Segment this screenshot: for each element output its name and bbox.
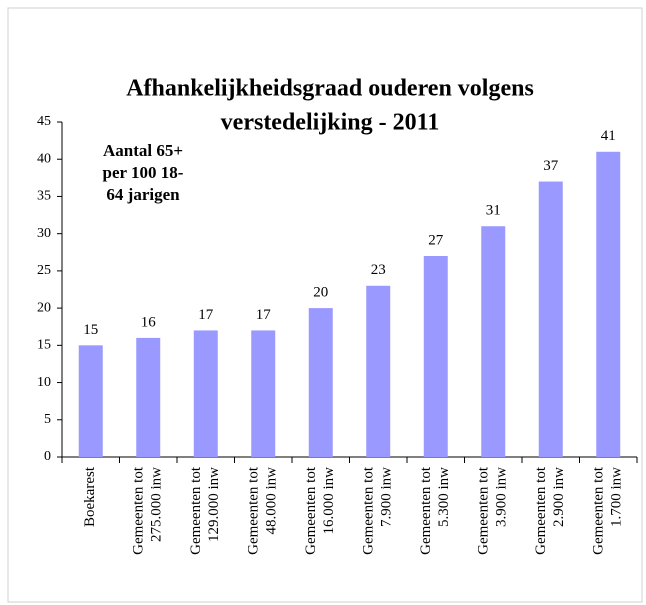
bar <box>251 330 276 457</box>
x-tick-label: Gemeenten tot <box>591 466 607 555</box>
x-tick-label: 3.900 inw <box>494 467 510 527</box>
bar <box>78 345 103 457</box>
x-tick-label: 16.000 inw <box>321 467 337 535</box>
data-label: 16 <box>141 314 157 330</box>
chart-frame <box>7 7 643 603</box>
data-label: 23 <box>371 262 386 278</box>
x-tick-label: Gemeenten tot <box>418 466 434 555</box>
x-tick-label: Gemeenten tot <box>533 466 549 555</box>
annotation: 64 jarigen <box>106 185 180 204</box>
chart-title: verstedelijking - 2011 <box>221 110 440 136</box>
y-tick-label: 20 <box>37 300 51 315</box>
bar <box>136 337 161 457</box>
data-label: 41 <box>601 128 616 144</box>
bar <box>193 330 218 457</box>
x-tick-label: Boekarest <box>82 466 98 527</box>
x-tick-label: 48.000 inw <box>264 467 280 535</box>
annotation: per 100 18- <box>103 163 184 182</box>
y-tick-label: 0 <box>44 449 51 464</box>
data-label: 37 <box>543 158 559 174</box>
bar <box>538 181 563 458</box>
data-label: 17 <box>198 307 214 323</box>
y-tick-label: 35 <box>37 189 51 204</box>
data-label: 27 <box>428 232 444 248</box>
x-tick-label: Gemeenten tot <box>303 466 319 555</box>
data-label: 17 <box>256 307 272 323</box>
x-tick-label: Gemeenten tot <box>131 466 147 555</box>
x-tick-label: 129.000 inw <box>206 467 222 542</box>
bar <box>366 285 391 457</box>
bar <box>596 151 621 457</box>
annotation: Aantal 65+ <box>103 141 183 160</box>
x-tick-label: Gemeenten tot <box>361 466 377 555</box>
x-tick-label: 1.700 inw <box>609 467 625 527</box>
y-tick-label: 15 <box>37 338 51 353</box>
data-label: 20 <box>313 285 328 301</box>
y-tick-label: 25 <box>37 263 51 278</box>
x-tick-label: 7.900 inw <box>379 467 395 527</box>
x-tick-label: 2.900 inw <box>551 467 567 527</box>
y-tick-label: 10 <box>37 375 51 390</box>
bar <box>423 256 448 457</box>
bar <box>481 226 506 457</box>
x-tick-label: Gemeenten tot <box>476 466 492 555</box>
data-label: 15 <box>83 322 98 338</box>
y-tick-label: 40 <box>37 151 51 166</box>
y-tick-label: 45 <box>37 114 51 129</box>
data-label: 31 <box>486 203 501 219</box>
x-tick-label: Gemeenten tot <box>188 466 204 555</box>
y-tick-label: 5 <box>44 412 51 427</box>
bar <box>308 308 333 457</box>
y-tick-label: 30 <box>37 226 51 241</box>
chart-title: Afhankelijkheidsgraad ouderen volgens <box>126 76 534 102</box>
x-tick-label: 275.000 inw <box>149 467 165 542</box>
x-tick-label: Gemeenten tot <box>246 466 262 555</box>
x-tick-label: 5.300 inw <box>436 467 452 527</box>
